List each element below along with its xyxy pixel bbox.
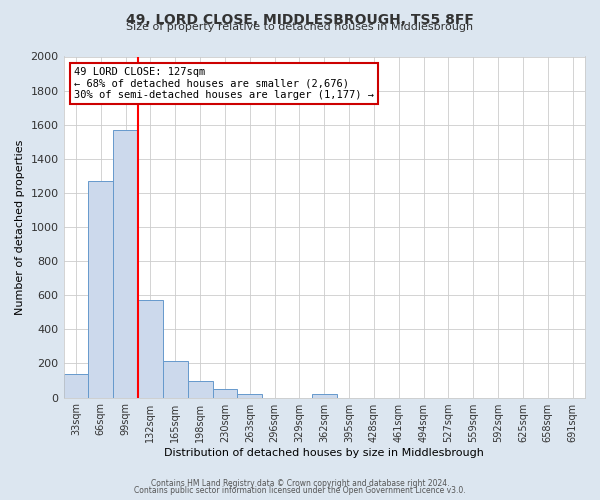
- Text: 49 LORD CLOSE: 127sqm
← 68% of detached houses are smaller (2,676)
30% of semi-d: 49 LORD CLOSE: 127sqm ← 68% of detached …: [74, 66, 374, 100]
- Bar: [238, 394, 262, 398]
- Text: 49, LORD CLOSE, MIDDLESBROUGH, TS5 8FF: 49, LORD CLOSE, MIDDLESBROUGH, TS5 8FF: [126, 12, 474, 26]
- Bar: [88, 181, 113, 398]
- Bar: [188, 381, 212, 398]
- Bar: [64, 374, 88, 398]
- Bar: [113, 130, 138, 398]
- Bar: [212, 389, 238, 398]
- Text: Contains HM Land Registry data © Crown copyright and database right 2024.: Contains HM Land Registry data © Crown c…: [151, 478, 449, 488]
- Text: Size of property relative to detached houses in Middlesbrough: Size of property relative to detached ho…: [127, 22, 473, 32]
- Bar: [138, 300, 163, 398]
- X-axis label: Distribution of detached houses by size in Middlesbrough: Distribution of detached houses by size …: [164, 448, 484, 458]
- Bar: [312, 394, 337, 398]
- Bar: [163, 361, 188, 398]
- Text: Contains public sector information licensed under the Open Government Licence v3: Contains public sector information licen…: [134, 486, 466, 495]
- Y-axis label: Number of detached properties: Number of detached properties: [15, 140, 25, 314]
